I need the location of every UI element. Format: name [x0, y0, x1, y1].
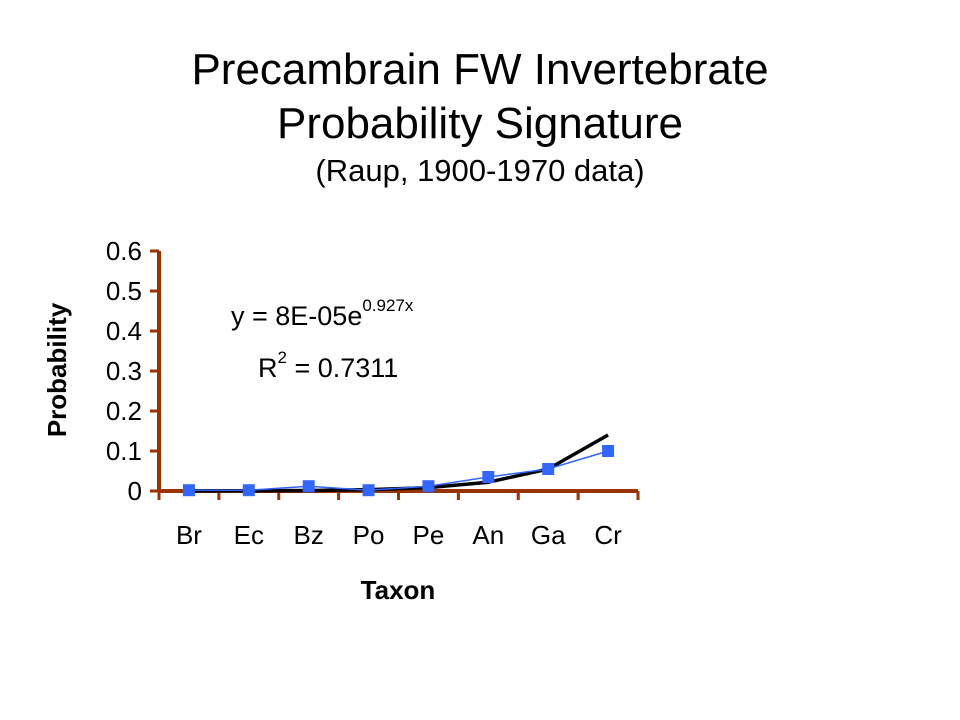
trendline [188, 433, 609, 493]
chart-title-line-1: Precambrain FW Invertebrate [191, 45, 769, 94]
data-point-marker [602, 445, 615, 457]
series-line [188, 450, 609, 491]
x-tick-label: Pe [413, 520, 445, 550]
data-point-marker [242, 484, 255, 497]
x-tick-label: Ec [234, 520, 264, 550]
r-squared-symbol: R [258, 353, 278, 383]
x-tick-labels: Br Ec Bz Po Pe An Ga Cr [176, 520, 622, 550]
r-squared-superscript: 2 [278, 348, 287, 367]
data-point-marker [362, 484, 375, 497]
y-tick-label: 0.5 [106, 276, 142, 306]
y-tick-labels: 0 0.1 0.2 0.3 0.4 0.5 0.6 [106, 236, 142, 506]
y-tick-label: 0.3 [106, 356, 142, 386]
y-tick-label: 0.1 [106, 436, 142, 466]
x-axis-label: Taxon [361, 575, 436, 605]
data-point-marker [302, 480, 315, 493]
chart-series [182, 433, 615, 497]
y-tick-label: 0.2 [106, 396, 142, 426]
x-tick-label: Po [353, 520, 385, 550]
r-squared-label: R2 = 0.7311 [258, 348, 398, 383]
x-tick-label: An [472, 520, 504, 550]
equation-exponent: 0.927x [362, 296, 414, 315]
data-point-marker [542, 463, 555, 475]
y-tick-label: 0 [128, 476, 142, 506]
trendline-equation: y = 8E-05e0.927x [231, 296, 414, 331]
x-tick-label: Bz [294, 520, 324, 550]
chart-subtitle: (Raup, 1900-1970 data) [315, 153, 645, 188]
y-tick-label: 0.4 [106, 316, 142, 346]
y-axis-label: Probability [42, 302, 72, 437]
x-tick-label: Ga [531, 520, 566, 550]
r-squared-value: = 0.7311 [287, 353, 398, 383]
x-tick-label: Cr [594, 520, 622, 550]
y-tick-label: 0.6 [106, 236, 142, 266]
data-point-marker [422, 480, 435, 493]
equation-base: y = 8E-05e [231, 301, 362, 331]
data-point-marker [182, 484, 195, 497]
chart-title-line-2: Probability Signature [276, 99, 683, 148]
data-point-marker [482, 471, 495, 483]
x-tick-label: Br [176, 520, 202, 550]
